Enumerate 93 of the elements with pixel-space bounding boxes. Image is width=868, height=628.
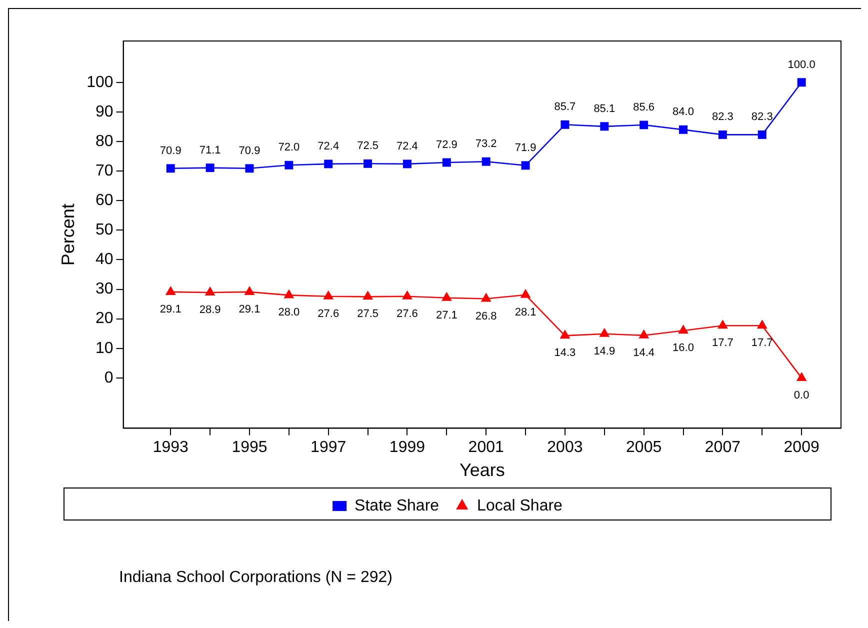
point	[364, 159, 372, 168]
x-tick-label: 2001	[468, 439, 504, 456]
data-label: 29.1	[160, 303, 182, 316]
x-tick-label: 1997	[310, 439, 346, 456]
point	[599, 328, 610, 337]
legend-label: State Share	[354, 497, 440, 514]
y-tick-label: 20	[96, 310, 114, 328]
point	[718, 130, 727, 139]
x-tick-label: 2005	[626, 439, 662, 456]
data-label: 85.7	[554, 101, 576, 114]
data-label: 16.0	[672, 342, 694, 354]
point	[441, 292, 452, 301]
point	[718, 320, 728, 329]
point	[480, 292, 492, 302]
data-label: 73.2	[475, 138, 497, 150]
point	[206, 164, 214, 172]
y-tick-label: 60	[96, 192, 114, 210]
point	[638, 329, 650, 338]
data-label: 71.9	[514, 142, 536, 154]
point	[758, 130, 766, 139]
y-tick-label: 0	[104, 369, 114, 386]
point	[679, 125, 688, 134]
y-axis-title: Percent	[58, 204, 78, 266]
x-axis-title: Years	[459, 460, 505, 480]
point	[796, 372, 807, 381]
point	[560, 120, 570, 129]
data-label: 72.4	[396, 140, 418, 152]
data-label: 14.3	[554, 347, 576, 360]
point	[284, 160, 294, 170]
y-tick-label: 10	[96, 340, 114, 357]
point	[323, 290, 334, 300]
x-tick-label: 1993	[152, 439, 189, 456]
point	[204, 286, 216, 296]
data-label: 70.9	[160, 144, 182, 157]
data-label: 29.1	[238, 303, 260, 316]
data-label: 17.7	[751, 337, 773, 350]
y-tick-label: 40	[96, 251, 114, 268]
data-label: 28.9	[199, 304, 221, 316]
x-tick-label: 1999	[389, 439, 426, 456]
data-label: 14.9	[594, 345, 616, 358]
point	[442, 158, 451, 167]
point	[756, 320, 768, 329]
text: Indiana School Corporations (N = 292)	[119, 569, 392, 587]
point	[284, 289, 294, 298]
point	[244, 286, 255, 295]
point	[600, 122, 609, 131]
point	[560, 330, 570, 339]
point	[678, 324, 688, 334]
y-tick-label: 90	[96, 103, 114, 120]
x-tick-label: 2009	[784, 439, 820, 456]
data-label: 27.6	[318, 308, 340, 320]
data-label: 26.8	[475, 310, 497, 322]
data-label: 0.0	[794, 389, 810, 402]
point	[362, 290, 373, 300]
point	[640, 120, 648, 130]
point	[797, 78, 806, 87]
point	[245, 164, 254, 173]
x-tick-label: 2007	[704, 439, 741, 456]
data-label: 72.0	[278, 142, 300, 154]
data-label: 84.0	[672, 106, 694, 118]
data-label: 71.1	[199, 144, 221, 156]
data-label: 85.1	[594, 102, 616, 115]
data-label: 72.4	[318, 140, 340, 152]
data-label: 82.3	[712, 111, 734, 124]
data-label: 70.9	[238, 144, 260, 157]
point	[402, 290, 412, 300]
point	[520, 288, 531, 298]
point	[324, 160, 333, 168]
x-tick-label: 1995	[232, 439, 268, 456]
point	[521, 161, 530, 170]
data-label: 14.4	[633, 346, 655, 359]
point	[482, 157, 490, 166]
data-label: 82.3	[751, 111, 773, 124]
data-label: 72.9	[436, 139, 458, 152]
data-label: 28.1	[514, 306, 536, 318]
data-label: 28.0	[278, 306, 300, 319]
y-tick-label: 80	[96, 132, 114, 150]
y-tick-label: 30	[96, 280, 114, 298]
y-tick-label: 50	[96, 222, 114, 239]
legend-label: Local Share	[477, 497, 563, 514]
data-label: 27.5	[357, 308, 378, 320]
data-label: 85.6	[633, 101, 655, 114]
point	[166, 164, 175, 173]
data-label: 27.6	[396, 308, 418, 320]
data-label: 72.5	[357, 140, 378, 152]
y-tick-label: 70	[96, 162, 114, 180]
point	[402, 160, 412, 168]
data-label: 27.1	[436, 309, 458, 322]
data-label: 17.7	[712, 337, 734, 350]
data-label: 100.0	[788, 58, 816, 71]
point	[165, 286, 176, 295]
y-tick-label: 100	[86, 74, 114, 91]
x-tick-label: 2003	[547, 439, 583, 456]
